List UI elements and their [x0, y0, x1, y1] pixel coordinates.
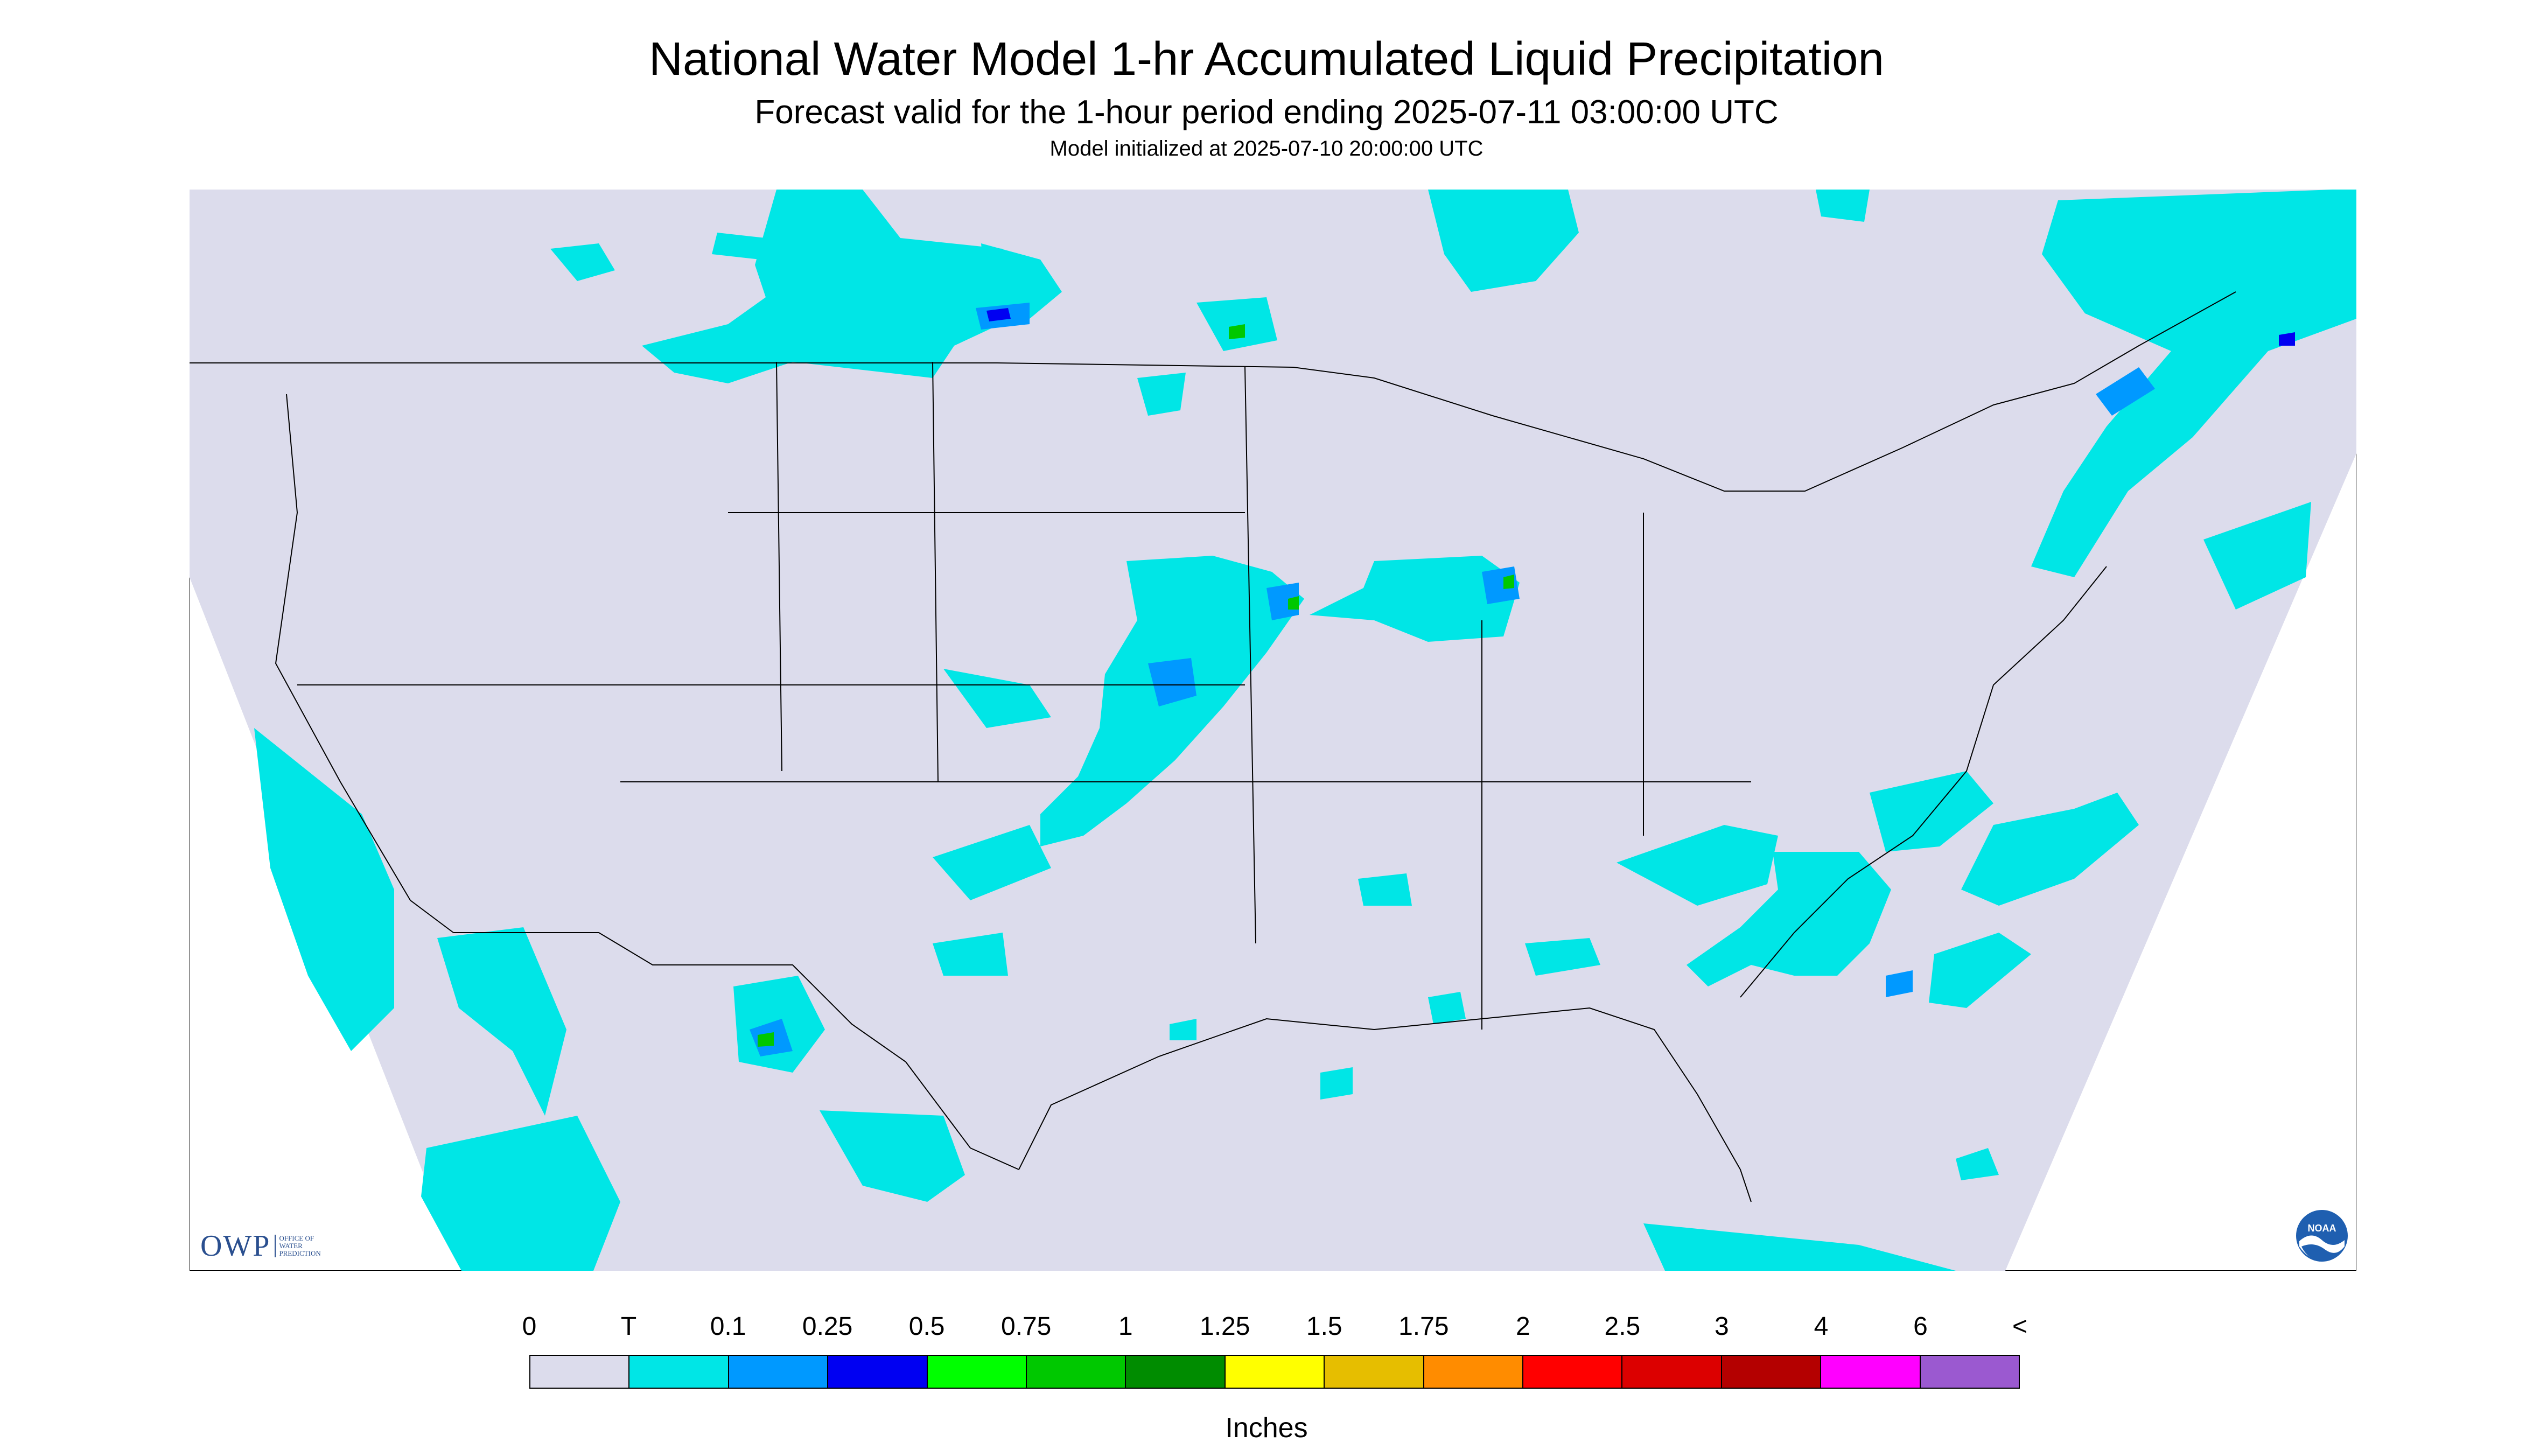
legend-swatch — [1523, 1356, 1623, 1388]
legend-tick-label: 2.5 — [1604, 1312, 1641, 1341]
precip-intense-areas — [758, 324, 1514, 1047]
legend-tick-label: 6 — [1913, 1312, 1928, 1341]
precip-area — [933, 933, 1008, 976]
legend-tick-label: 1 — [1118, 1312, 1133, 1341]
legend-units: Inches — [1225, 1412, 1308, 1444]
legend-swatch — [828, 1356, 928, 1388]
pacific-coast — [275, 394, 454, 933]
precip-area — [758, 1032, 774, 1047]
precip-area — [1503, 575, 1514, 589]
legend-tick-label: 2 — [1515, 1312, 1530, 1341]
precip-trace-areas — [254, 190, 2356, 1271]
precip-area — [1525, 938, 1600, 976]
legend-tick-label: T — [620, 1312, 637, 1341]
precip-area — [981, 243, 1062, 319]
owp-logo-subtext: OFFICE OF WATER PREDICTION — [275, 1234, 321, 1257]
precip-area — [1170, 1019, 1196, 1040]
map-subtitle: Forecast valid for the 1-hour period end… — [754, 94, 1779, 131]
noaa-logo-text: NOAA — [2308, 1223, 2336, 1234]
owp-sub-line: PREDICTION — [279, 1249, 321, 1257]
precip-area — [1956, 1148, 1999, 1180]
precip-area — [1266, 583, 1299, 620]
precip-area — [933, 825, 1051, 900]
precip-area — [1687, 852, 1891, 986]
model-domain — [190, 190, 2356, 1271]
us-canada-border — [190, 291, 2236, 492]
legend-tick-label: 0 — [522, 1312, 537, 1341]
precip-area — [820, 1110, 965, 1202]
boundary-lines — [190, 291, 2236, 1202]
precip-area — [1870, 771, 1993, 852]
precip-area — [712, 233, 766, 260]
precip-area — [1961, 793, 2139, 906]
owp-logo: OWP OFFICE OF WATER PREDICTION — [200, 1229, 321, 1263]
legend-swatch — [1225, 1356, 1325, 1388]
map-title: National Water Model 1-hr Accumulated Li… — [649, 33, 1884, 85]
precip-area — [437, 927, 566, 1116]
legend-swatch — [530, 1356, 630, 1388]
legend-labels: 0 T 0.1 0.25 0.5 0.75 1 1.25 1.5 1.75 2 2.5 3 4 6 < — [0, 1307, 2533, 1345]
legend-tick-label: 1.5 — [1306, 1312, 1342, 1341]
legend-swatch — [1126, 1356, 1226, 1388]
precip-area — [943, 669, 1051, 728]
precip-area — [1310, 556, 1520, 642]
legend-tick-label: 0.5 — [908, 1312, 945, 1341]
legend-tick-label: 0.1 — [710, 1312, 746, 1341]
legend-swatch — [1722, 1356, 1822, 1388]
legend-swatch — [629, 1356, 729, 1388]
precip-area — [1358, 873, 1412, 906]
legend-swatch — [1821, 1356, 1921, 1388]
state-line — [1244, 367, 1256, 944]
legend-tick-label: 0.25 — [802, 1312, 853, 1341]
precip-area — [2096, 367, 2155, 416]
precip-area — [1288, 596, 1299, 610]
precip-area — [2279, 332, 2295, 346]
precip-area — [642, 190, 1035, 383]
precip-area — [1148, 658, 1196, 706]
state-line — [932, 361, 939, 782]
legend-tick-label: 0.75 — [1000, 1312, 1052, 1341]
precip-area — [1428, 992, 1466, 1024]
precip-area — [1929, 933, 2031, 1008]
precip-heavy-areas — [986, 308, 2295, 346]
precip-area — [1643, 1223, 1956, 1271]
precip-area — [1320, 1067, 1353, 1100]
owp-logo-text: OWP — [200, 1229, 271, 1263]
legend-tick-label: 3 — [1715, 1312, 1729, 1341]
legend-tick-label: < — [2012, 1312, 2028, 1341]
legend-tick-label: 1.75 — [1398, 1312, 1449, 1341]
precip-area — [421, 1116, 620, 1271]
legend-swatch — [1424, 1356, 1524, 1388]
atlantic-coast — [1740, 566, 2107, 998]
noaa-logo: NOAA — [2296, 1210, 2348, 1262]
precip-area — [1229, 324, 1245, 339]
legend-swatch — [1325, 1356, 1424, 1388]
model-init-text: Model initialized at 2025-07-10 20:00:00… — [1049, 137, 1484, 160]
precip-area — [2031, 190, 2356, 577]
legend-swatch — [927, 1356, 1027, 1388]
precip-area — [1428, 190, 1579, 292]
precip-area — [2203, 502, 2311, 610]
owp-sub-line: OFFICE OF — [279, 1234, 314, 1242]
precipitation-map — [190, 190, 2356, 1271]
precip-area — [1137, 373, 1186, 416]
precip-area — [550, 243, 615, 281]
precip-area — [1886, 970, 1913, 997]
legend-swatch — [1622, 1356, 1722, 1388]
precip-area — [1617, 825, 1778, 906]
legend-swatch — [1920, 1356, 2019, 1388]
legend-swatch — [729, 1356, 829, 1388]
precip-area — [254, 728, 394, 1051]
legend-tick-label: 1.25 — [1200, 1312, 1250, 1341]
legend-swatch — [1027, 1356, 1126, 1388]
legend-tick-label: 4 — [1814, 1312, 1829, 1341]
state-line — [776, 361, 782, 772]
owp-sub-line: WATER — [279, 1242, 303, 1250]
precip-area — [1196, 297, 1277, 351]
precip-area — [986, 308, 1011, 321]
precip-area — [1816, 190, 1870, 222]
legend-colorbar — [529, 1355, 2020, 1389]
us-mexico-border — [453, 932, 1019, 1170]
